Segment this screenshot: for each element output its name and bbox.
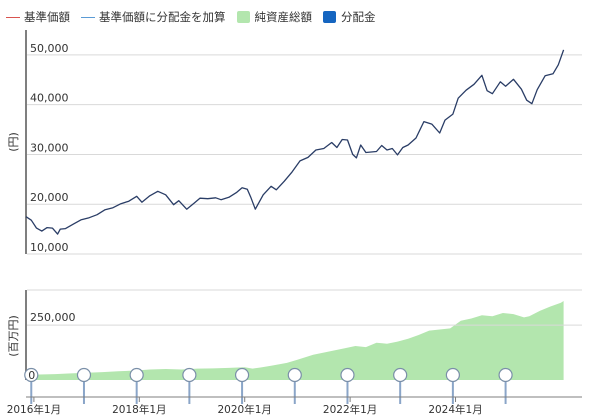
- legend-net-assets-label: 純資産総額: [254, 10, 313, 24]
- distribution-marker[interactable]: [340, 367, 355, 383]
- legend-nav-label: 基準価額: [24, 10, 70, 24]
- legend-item-distribution[interactable]: 分配金: [323, 9, 376, 25]
- distribution-marker[interactable]: [393, 367, 408, 383]
- distribution-marker[interactable]: [498, 367, 513, 383]
- price-y-tick-label: 10,000: [30, 241, 69, 254]
- distribution-marker[interactable]: [182, 367, 197, 383]
- legend-item-net-assets[interactable]: 純資産総額: [236, 9, 313, 25]
- distribution-marker[interactable]: [24, 367, 39, 383]
- x-axis-tick-label: 2016年1月: [7, 403, 61, 416]
- x-axis-tick-label: 2022年1月: [323, 403, 377, 416]
- distribution-marker[interactable]: [76, 367, 92, 383]
- chart-legend: 基準価額 基準価額に分配金を加算 純資産総額 分配金: [6, 8, 387, 26]
- distribution-marker[interactable]: [129, 367, 144, 383]
- x-axis-tick-label: 2020年1月: [218, 403, 272, 416]
- price-line-series: [25, 49, 565, 235]
- legend-distribution-swatch: [323, 11, 336, 23]
- legend-net-assets-swatch: [236, 11, 250, 23]
- legend-nav-swatch: [6, 16, 20, 18]
- distribution-marker[interactable]: [234, 367, 250, 383]
- legend-item-nav[interactable]: 基準価額: [6, 9, 70, 25]
- legend-distribution-label: 分配金: [341, 10, 376, 24]
- x-axis-tick-label: 2024年1月: [428, 403, 482, 416]
- distribution-marker[interactable]: [445, 367, 460, 383]
- legend-nav-reinvested-swatch: [81, 16, 95, 18]
- legend-item-nav-reinvested[interactable]: 基準価額に分配金を加算: [81, 9, 226, 25]
- price-y-tick-label: 40,000: [30, 92, 69, 105]
- price-y-axis-title: (円): [7, 132, 20, 152]
- x-axis-tick-label: 2018年1月: [112, 403, 166, 416]
- net-assets-y-tick-label: 0: [28, 369, 35, 382]
- net-assets-area: [26, 301, 564, 380]
- net-assets-y-tick-label: 250,000: [30, 311, 76, 324]
- legend-nav-reinvested-label: 基準価額に分配金を加算: [99, 10, 226, 24]
- price-y-tick-label: 30,000: [30, 141, 69, 154]
- price-y-tick-label: 20,000: [30, 191, 69, 204]
- price-y-tick-label: 50,000: [30, 42, 69, 55]
- distribution-marker[interactable]: [287, 367, 302, 383]
- net-assets-y-axis-title: (百万円): [7, 315, 20, 357]
